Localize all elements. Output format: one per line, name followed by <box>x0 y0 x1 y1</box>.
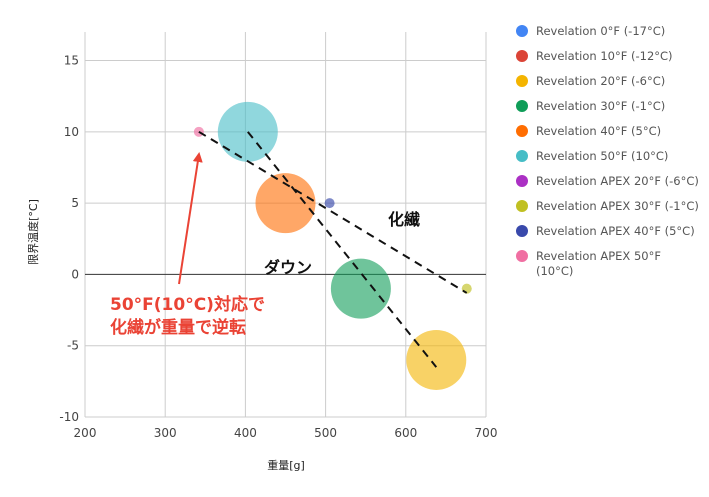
legend-label: Revelation 50°F (10°C) <box>536 149 669 163</box>
legend-item[interactable]: Revelation APEX 50°F (10°C) <box>514 249 700 279</box>
trend-line <box>247 131 438 368</box>
bubble-point <box>324 198 335 209</box>
bubbles <box>193 101 472 390</box>
legend-swatch <box>516 50 528 62</box>
down-label: ダウン <box>264 258 312 277</box>
bubble-point <box>255 173 316 234</box>
legend-item[interactable]: Revelation 50°F (10°C) <box>514 149 700 164</box>
legend-swatch <box>516 175 528 187</box>
y-tick-label: -5 <box>67 339 79 353</box>
x-tick-label: 500 <box>314 426 337 440</box>
legend-label: Revelation 20°F (-6°C) <box>536 74 666 88</box>
synthetic-label: 化繊 <box>388 210 420 229</box>
legend-swatch <box>516 125 528 137</box>
y-tick-label: -10 <box>59 410 79 424</box>
x-axis-title: 重量[g] <box>267 458 305 472</box>
legend-label: Revelation APEX 50°F (10°C) <box>536 249 661 278</box>
legend-item[interactable]: Revelation 40°F (5°C) <box>514 124 700 139</box>
x-tick-label: 200 <box>74 426 97 440</box>
legend-label: Revelation APEX 40°F (5°C) <box>536 224 695 238</box>
axis-ticks: 200 300 400 500 600 700 15 10 5 0 -5 -10 <box>59 54 497 440</box>
legend-swatch <box>516 100 528 112</box>
legend-label: Revelation 10°F (-12°C) <box>536 49 673 63</box>
legend-item[interactable]: Revelation APEX 30°F (-1°C) <box>514 199 700 214</box>
legend-item[interactable]: Revelation APEX 20°F (-6°C) <box>514 174 700 189</box>
legend-label: Revelation APEX 30°F (-1°C) <box>536 199 699 213</box>
legend-item[interactable]: Revelation 30°F (-1°C) <box>514 99 700 114</box>
y-tick-label: 15 <box>64 54 79 68</box>
legend-item[interactable]: Revelation APEX 40°F (5°C) <box>514 224 700 239</box>
x-tick-label: 600 <box>394 426 417 440</box>
legend-item[interactable]: Revelation 0°F (-17°C) <box>514 24 700 39</box>
x-tick-label: 300 <box>154 426 177 440</box>
legend-label: Revelation 40°F (5°C) <box>536 124 662 138</box>
legend: Revelation 0°F (-17°C) Revelation 10°F (-… <box>514 24 700 289</box>
y-axis-title: 限界温度[°C] <box>26 199 40 265</box>
callout-line-1: 50°F(10°C)対応で <box>110 294 265 315</box>
trend-lines <box>198 130 468 368</box>
callout-arrow <box>178 152 203 285</box>
legend-label: Revelation 0°F (-17°C) <box>536 24 666 38</box>
legend-swatch <box>516 200 528 212</box>
bubble-point <box>406 329 467 390</box>
x-tick-label: 400 <box>234 426 257 440</box>
y-tick-label: 0 <box>71 267 79 281</box>
y-tick-label: 10 <box>64 125 79 139</box>
legend-label: Revelation 30°F (-1°C) <box>536 99 666 113</box>
legend-swatch <box>516 225 528 237</box>
legend-swatch <box>516 250 528 262</box>
legend-label: Revelation APEX 20°F (-6°C) <box>536 174 699 188</box>
callout-line-2: 化繊が重量で逆転 <box>110 317 246 338</box>
legend-swatch <box>516 150 528 162</box>
bubble-point <box>330 258 391 319</box>
x-tick-label: 700 <box>475 426 498 440</box>
legend-swatch <box>516 25 528 37</box>
y-tick-label: 5 <box>71 196 79 210</box>
legend-item[interactable]: Revelation 10°F (-12°C) <box>514 49 700 64</box>
trend-line <box>198 130 468 294</box>
legend-swatch <box>516 75 528 87</box>
legend-item[interactable]: Revelation 20°F (-6°C) <box>514 74 700 89</box>
